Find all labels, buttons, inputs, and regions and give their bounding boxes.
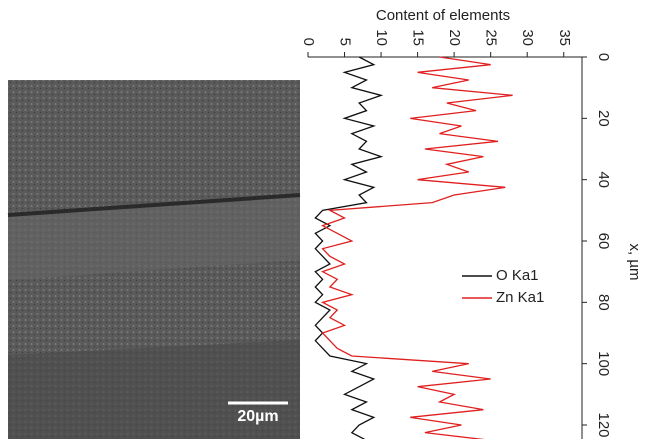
value-tick-label: 35 (556, 29, 573, 46)
value-tick-label: 15 (410, 29, 427, 46)
x-tick-label: 80 (595, 294, 612, 311)
scale-bar-label: 20µm (237, 408, 278, 425)
chart-title: Content of elements (376, 7, 510, 24)
series-line (314, 56, 384, 444)
value-tick-label: 30 (519, 29, 536, 46)
x-tick-label: 100 (595, 351, 612, 376)
x-axis-label: x, µm (626, 244, 643, 281)
x-tick-label: 60 (595, 233, 612, 250)
value-tick-label: 20 (446, 29, 463, 46)
x-tick-label: 120 (595, 412, 612, 437)
legend-label: Zn Ka1 (496, 289, 544, 306)
x-tick-label: 20 (595, 110, 612, 127)
value-tick-label: 0 (300, 38, 317, 46)
x-tick-label: 0 (595, 53, 612, 61)
value-tick-label: 10 (373, 29, 390, 46)
value-tick-label: 25 (483, 29, 500, 46)
legend-label: O Ka1 (496, 267, 539, 284)
value-tick-label: 5 (337, 38, 354, 46)
series-line (320, 56, 513, 444)
sem-image (7, 80, 301, 439)
x-tick-label: 40 (595, 171, 612, 188)
